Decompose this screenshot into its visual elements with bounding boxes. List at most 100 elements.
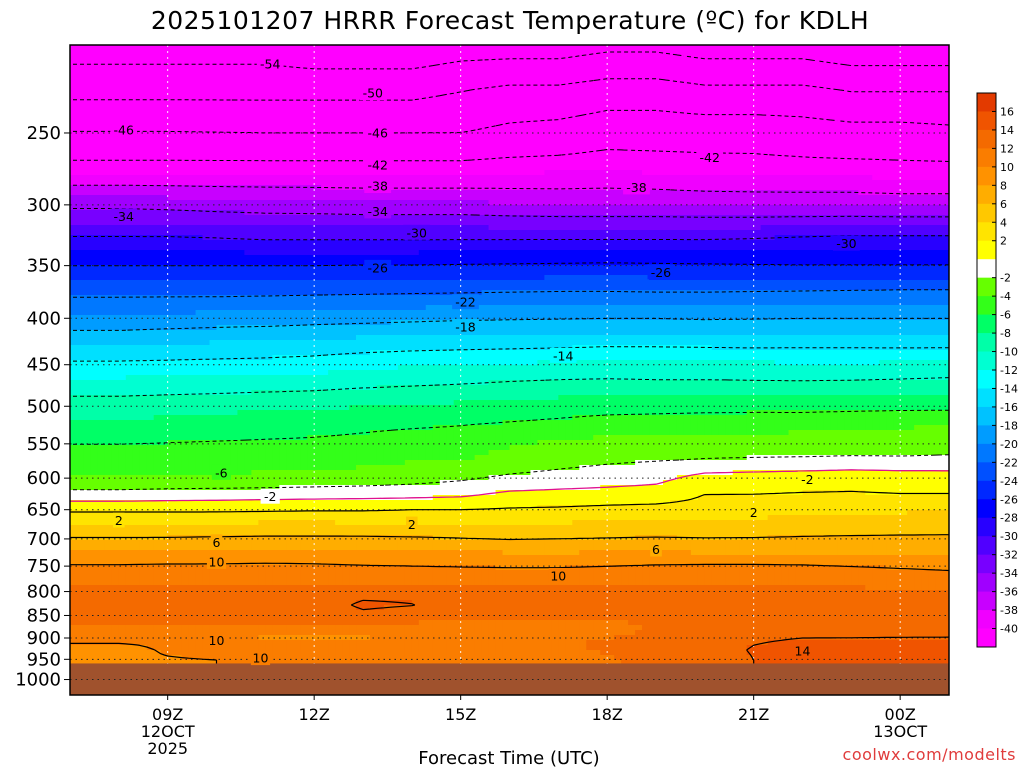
temperature-cell [914,215,922,221]
temperature-cell [167,95,176,101]
temperature-cell [823,120,832,126]
temperature-cell [349,160,357,166]
temperature-cell [146,125,155,131]
temperature-cell [711,65,720,71]
temperature-cell [509,175,518,181]
temperature-cell [202,210,211,216]
temperature-cell [732,200,741,206]
temperature-cell [279,110,287,116]
temperature-cell [690,60,699,66]
temperature-cell [181,65,190,71]
temperature-cell [300,220,308,226]
temperature-cell [237,190,246,196]
temperature-cell [216,60,225,66]
temperature-cell [579,240,587,246]
temperature-cell [935,70,943,76]
temperature-cell [411,195,420,201]
temperature-cell [181,60,190,66]
temperature-cell [697,205,706,211]
temperature-cell [356,180,364,186]
temperature-cell [488,170,497,176]
temperature-cell [258,200,266,206]
temperature-cell [600,165,608,171]
temperature-cell [732,135,741,141]
temperature-cell [586,60,594,66]
temperature-cell [530,170,539,176]
temperature-cell [111,225,120,231]
temperature-cell [921,55,929,61]
temperature-cell [139,110,148,116]
temperature-cell [676,85,685,91]
temperature-cell [439,165,448,171]
temperature-cell [565,60,573,66]
temperature-cell [656,230,664,236]
temperature-cell [914,85,922,91]
temperature-cell [125,80,134,86]
temperature-cell [104,135,113,141]
temperature-cell [704,120,713,126]
temperature-cell [635,85,643,91]
temperature-cell [656,65,664,71]
temperature-cell [879,60,887,66]
temperature-cell [383,60,392,66]
temperature-cell [139,80,148,86]
temperature-cell [76,175,85,181]
temperature-cell [697,125,706,131]
temperature-cell [523,150,532,156]
temperature-cell [788,130,797,136]
temperature-cell [202,60,211,66]
temperature-cell [865,145,873,151]
temperature-cell [907,195,915,201]
temperature-cell [195,230,204,236]
temperature-cell [893,215,901,221]
temperature-cell [516,195,525,201]
temperature-cell [104,170,113,176]
temperature-cell [572,100,580,106]
temperature-cell [97,85,106,91]
temperature-cell [307,150,315,156]
temperature-cell [614,90,622,96]
temperature-cell [669,130,678,136]
temperature-cell [739,125,748,131]
temperature-cell [739,120,748,126]
temperature-cell [837,95,845,101]
temperature-cell [111,105,120,111]
temperature-cell [879,70,887,76]
temperature-cell [746,170,755,176]
temperature-cell [886,115,894,121]
temperature-cell [572,180,580,186]
temperature-cell [565,125,573,131]
temperature-cell [635,130,643,136]
temperature-cell [662,55,671,61]
temperature-cell [181,235,190,241]
temperature-cell [537,190,545,196]
temperature-cell [188,225,197,231]
temperature-cell [418,195,427,201]
temperature-cell [495,165,504,171]
temperature-cell [865,70,873,76]
temperature-cell [167,195,176,201]
temperature-cell [230,45,239,51]
temperature-cell [279,230,287,236]
temperature-cell [209,70,218,76]
temperature-cell [223,85,232,91]
temperature-cell [865,130,873,136]
temperature-cell [97,190,106,196]
temperature-cell [446,80,455,86]
temperature-cell [349,90,357,96]
temperature-cell [125,110,134,116]
temperature-cell [411,105,420,111]
temperature-cell [928,225,936,231]
temperature-cell [823,190,832,196]
temperature-cell [111,115,120,121]
temperature-cell [530,205,539,211]
temperature-cell [209,215,218,221]
temperature-cell [307,115,315,121]
temperature-cell [195,50,204,56]
temperature-cell [118,225,127,231]
temperature-cell [586,110,594,116]
temperature-cell [516,55,525,61]
temperature-cell [816,55,825,61]
temperature-cell [565,130,573,136]
temperature-cell [837,65,845,71]
